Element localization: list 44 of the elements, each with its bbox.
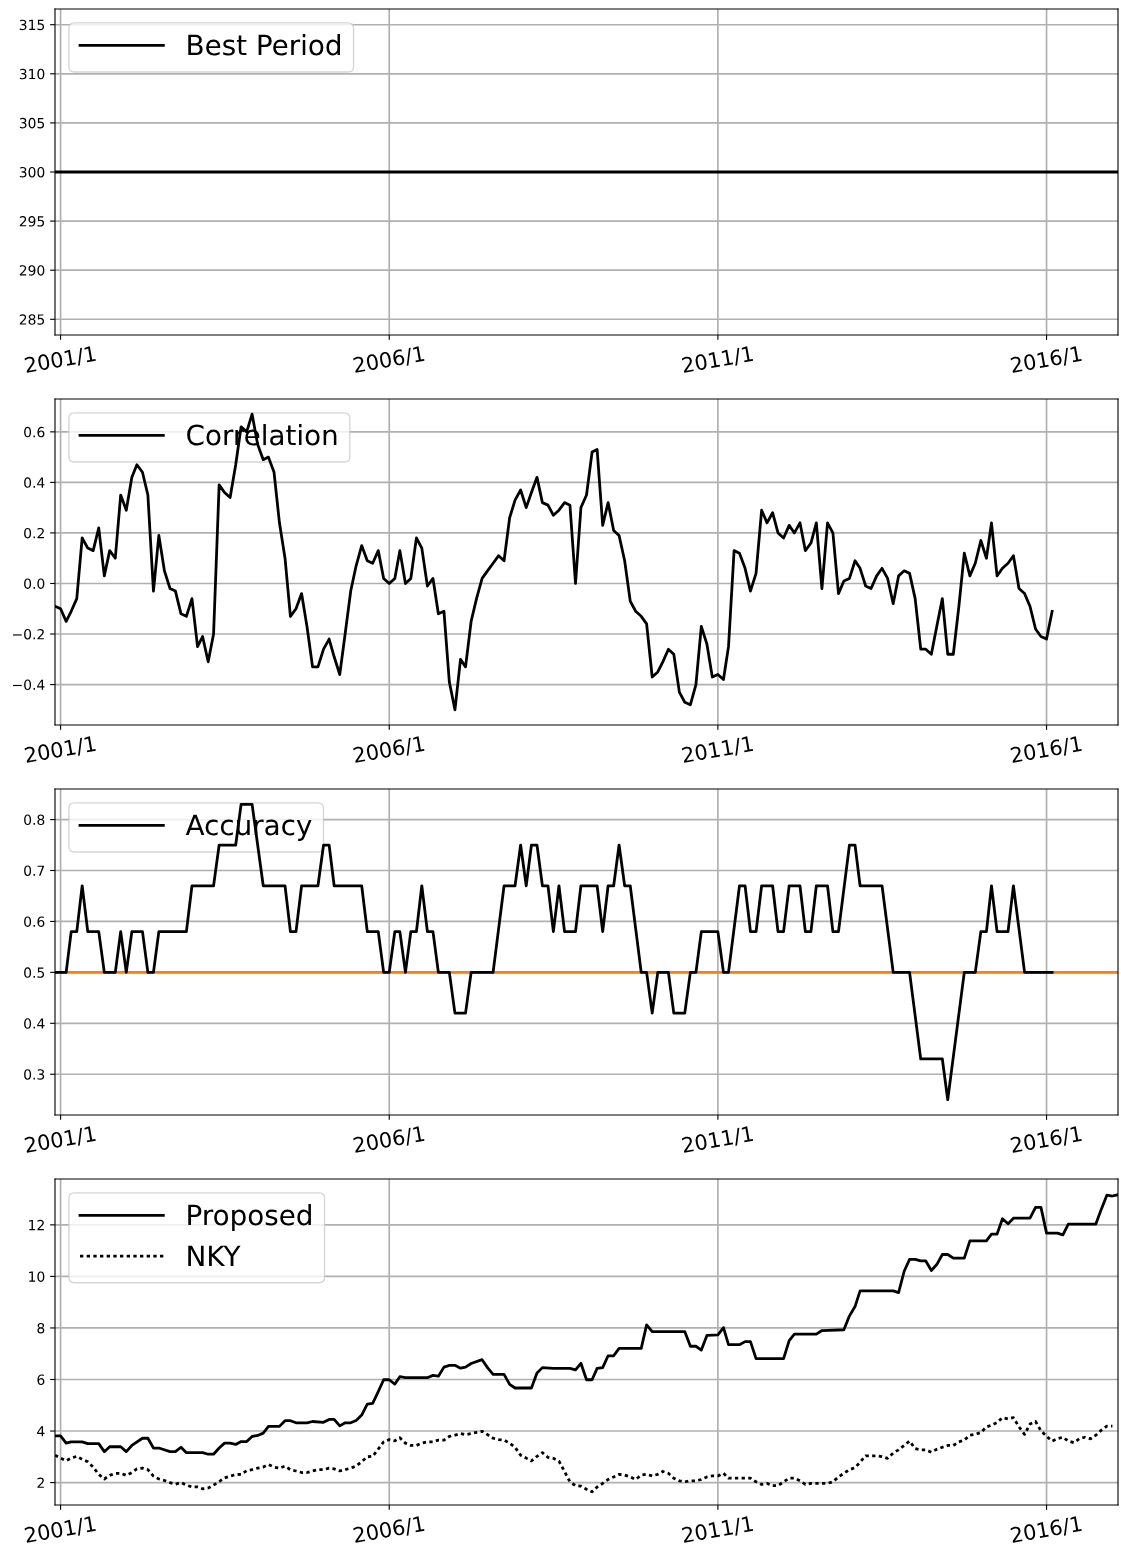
- y-tick-label: 0.5: [24, 967, 45, 978]
- y-tick-label: 305: [19, 117, 45, 129]
- y-tick-label: −0.2: [13, 628, 44, 640]
- x-tick-label: 2016/1: [1010, 345, 1083, 375]
- x-tick-label: 2006/1: [352, 735, 425, 765]
- legend-label: Best Period: [188, 34, 340, 56]
- x-tick-label: 2006/1: [352, 1125, 425, 1155]
- y-tick-label: 0.4: [24, 477, 45, 488]
- y-tick-label: 4: [37, 1426, 45, 1437]
- x-tick-label: 2016/1: [1010, 735, 1083, 765]
- y-tick-label: 0.2: [24, 527, 44, 539]
- legend-label: Proposed: [188, 1204, 311, 1231]
- y-tick-label: 310: [19, 68, 45, 80]
- y-tick-label: 6: [37, 1374, 45, 1385]
- y-tick-label: 315: [19, 19, 45, 31]
- legend-label: NKY: [188, 1245, 241, 1266]
- y-tick-label: 300: [19, 166, 45, 178]
- x-tick-label: 2006/1: [352, 1515, 425, 1545]
- x-tick-label: 2001/1: [24, 1125, 97, 1155]
- y-tick-label: −0.4: [13, 679, 45, 691]
- x-tick-label: 2001/1: [24, 345, 97, 375]
- y-tick-label: 0.0: [24, 578, 45, 589]
- y-tick-label: 290: [19, 265, 45, 276]
- x-tick-label: 2011/1: [681, 735, 754, 765]
- x-tick-label: 2011/1: [681, 345, 754, 375]
- y-tick-label: 12: [29, 1219, 44, 1231]
- y-tick-label: 295: [19, 216, 45, 227]
- x-tick-label: 2001/1: [24, 735, 97, 765]
- y-tick-label: 0.4: [24, 1018, 45, 1029]
- x-tick-label: 2011/1: [681, 1125, 754, 1155]
- y-tick-label: 8: [37, 1322, 45, 1334]
- y-tick-label: 10: [29, 1271, 45, 1282]
- y-tick-label: 0.6: [24, 916, 45, 927]
- x-tick-label: 2006/1: [352, 345, 425, 375]
- y-tick-label: 285: [19, 314, 45, 325]
- y-tick-label: 0.8: [24, 814, 45, 826]
- x-tick-label: 2011/1: [681, 1515, 754, 1545]
- x-tick-label: 2001/1: [24, 1515, 97, 1545]
- y-tick-label: 0.6: [24, 426, 45, 438]
- y-tick-label: 0.7: [24, 865, 45, 876]
- x-tick-label: 2016/1: [1010, 1125, 1083, 1155]
- x-tick-label: 2016/1: [1010, 1515, 1083, 1545]
- y-tick-label: 2: [37, 1477, 44, 1488]
- y-tick-label: 0.3: [24, 1069, 45, 1080]
